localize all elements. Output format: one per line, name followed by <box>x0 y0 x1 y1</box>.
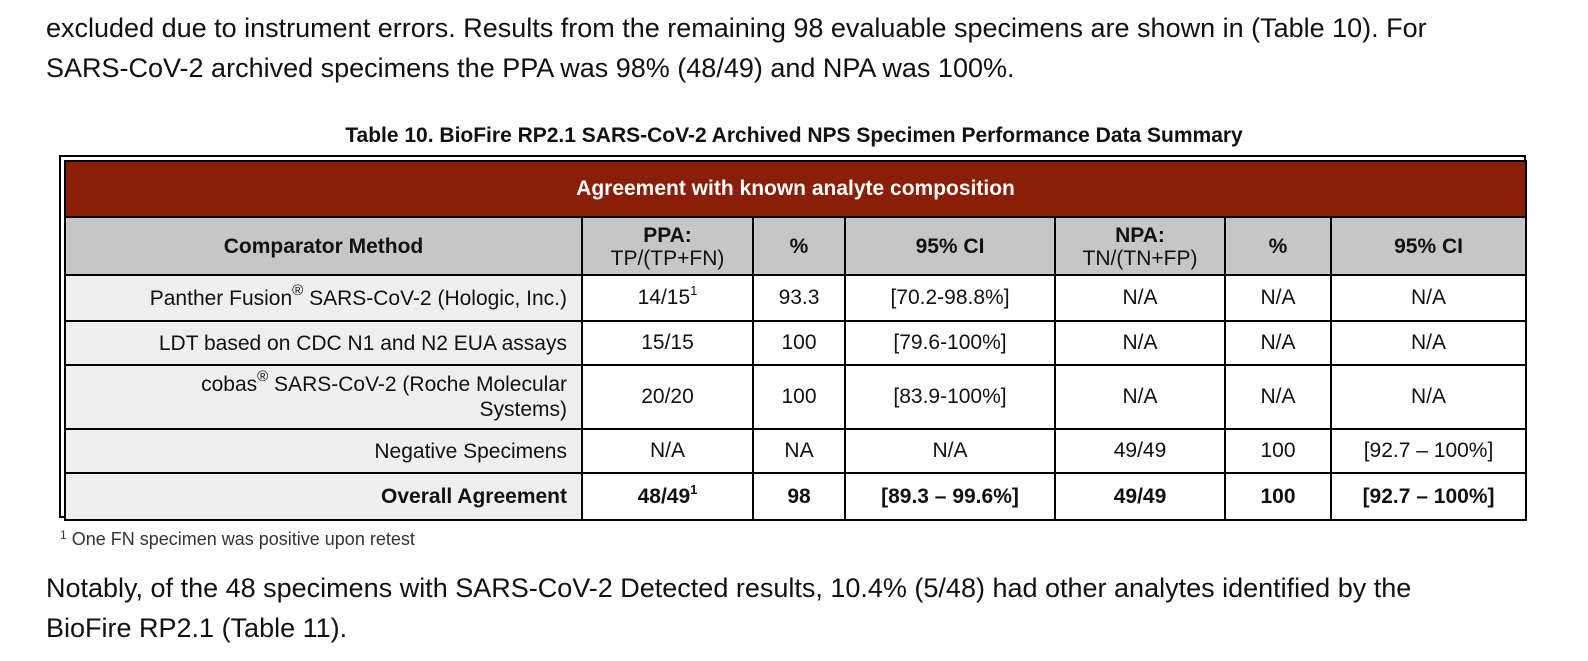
row-ppa-percent: NA <box>752 428 846 474</box>
row-ppa-ci: [79.6-100%] <box>844 320 1056 366</box>
row-npa: N/A <box>1054 364 1226 430</box>
method-name-rest: SARS-CoV-2 (Hologic, Inc.) <box>303 286 567 310</box>
table-header-row: Comparator Method PPA: TP/(TP+FN) % 95% … <box>64 216 1528 276</box>
table-banner-row: Agreement with known analyte composition <box>63 160 1528 218</box>
row-ppa-ci: [70.2-98.8%] <box>844 274 1056 322</box>
row-ppa-percent: 100 <box>752 364 846 430</box>
row-method: cobas® SARS-CoV-2 (Roche Molecular System… <box>64 364 583 430</box>
header-npa-title: NPA: <box>1115 224 1165 247</box>
table-row: LDT based on CDC N1 and N2 EUA assays 15… <box>64 320 1528 366</box>
registered-mark: ® <box>292 281 304 299</box>
performance-table: Agreement with known analyte composition… <box>63 160 1528 521</box>
method-name: Panther Fusion <box>149 286 293 310</box>
row-ppa-percent: 93.3 <box>752 274 846 322</box>
row-npa-ci: N/A <box>1329 364 1528 430</box>
row-npa-percent: 100 <box>1224 428 1332 474</box>
header-npa-ci: 95% CI <box>1329 216 1528 276</box>
header-npa: NPA: TN/(TN+FP) <box>1054 216 1226 276</box>
row-npa: N/A <box>1054 320 1226 366</box>
row-ppa-ci: [89.3 – 99.6%] <box>844 472 1056 521</box>
header-npa-formula: TN/(TN+FP) <box>1082 247 1198 270</box>
row-npa-percent: 100 <box>1224 472 1332 521</box>
footnote-ref: 1 <box>690 481 698 497</box>
footnote-text: One FN specimen was positive upon retest <box>66 529 415 549</box>
footnote-marker: 1 <box>60 528 67 542</box>
row-npa-ci: N/A <box>1329 274 1528 322</box>
table-row: Negative Specimens N/A NA N/A 49/49 100 … <box>64 428 1528 474</box>
table-banner: Agreement with known analyte composition <box>63 160 1528 218</box>
header-ppa: PPA: TP/(TP+FN) <box>581 216 754 276</box>
method-name-rest: SARS-CoV-2 (Roche Molecular <box>268 373 567 396</box>
row-npa: 49/49 <box>1054 472 1226 521</box>
header-npa-percent: % <box>1224 216 1332 276</box>
row-npa: N/A <box>1054 274 1226 322</box>
row-method: LDT based on CDC N1 and N2 EUA assays <box>64 320 583 366</box>
ppa-value: 14/15 <box>637 286 691 309</box>
row-ppa-ci: N/A <box>844 428 1056 474</box>
intro-line-2: SARS-CoV-2 archived specimens the PPA wa… <box>46 53 1015 83</box>
row-npa-ci: N/A <box>1329 320 1528 366</box>
row-method: Panther Fusion® SARS-CoV-2 (Hologic, Inc… <box>64 274 583 322</box>
performance-table-frame: Agreement with known analyte composition… <box>59 155 1528 521</box>
table-row-overall: Overall Agreement 48/491 98 [89.3 – 99.6… <box>64 472 1528 521</box>
row-method: Negative Specimens <box>64 428 583 474</box>
row-npa-percent: N/A <box>1224 320 1332 366</box>
row-ppa: 15/15 <box>581 320 754 366</box>
ppa-value: 48/49 <box>637 484 691 508</box>
header-ppa-percent: % <box>752 216 846 276</box>
row-ppa: 48/491 <box>581 472 754 521</box>
closing-line-2: BioFire RP2.1 (Table 11). <box>46 613 348 643</box>
table-footnote: 1 One FN specimen was positive upon rete… <box>60 527 415 551</box>
footnote-ref: 1 <box>690 283 698 298</box>
header-ppa-ci: 95% CI <box>844 216 1056 276</box>
header-comparator-method: Comparator Method <box>64 216 583 276</box>
row-ppa: 20/20 <box>581 364 754 430</box>
row-npa-percent: N/A <box>1224 274 1332 322</box>
row-ppa-ci: [83.9-100%] <box>844 364 1056 430</box>
row-ppa: N/A <box>581 428 754 474</box>
row-npa-percent: N/A <box>1224 364 1332 430</box>
row-npa: 49/49 <box>1054 428 1226 474</box>
row-ppa: 14/151 <box>581 274 754 322</box>
header-ppa-title: PPA: <box>643 224 692 247</box>
intro-paragraph: excluded due to instrument errors. Resul… <box>46 8 1546 88</box>
table-row: Panther Fusion® SARS-CoV-2 (Hologic, Inc… <box>64 274 1528 322</box>
method-name: cobas <box>201 373 258 396</box>
row-npa-ci: [92.7 – 100%] <box>1329 472 1528 521</box>
row-ppa-percent: 98 <box>752 472 846 521</box>
intro-line-1: excluded due to instrument errors. Resul… <box>46 13 1427 43</box>
row-npa-ci: [92.7 – 100%] <box>1329 428 1528 474</box>
closing-line-1: Notably, of the 48 specimens with SARS-C… <box>46 573 1412 603</box>
closing-paragraph: Notably, of the 48 specimens with SARS-C… <box>46 568 1546 648</box>
table-caption: Table 10. BioFire RP2.1 SARS-CoV-2 Archi… <box>345 124 1243 147</box>
header-ppa-formula: TP/(TP+FN) <box>610 247 725 270</box>
table-row: cobas® SARS-CoV-2 (Roche Molecular System… <box>64 364 1528 430</box>
row-method: Overall Agreement <box>64 472 583 521</box>
method-name-line2: Systems) <box>479 398 567 421</box>
row-ppa-percent: 100 <box>752 320 846 366</box>
registered-mark: ® <box>257 368 269 385</box>
